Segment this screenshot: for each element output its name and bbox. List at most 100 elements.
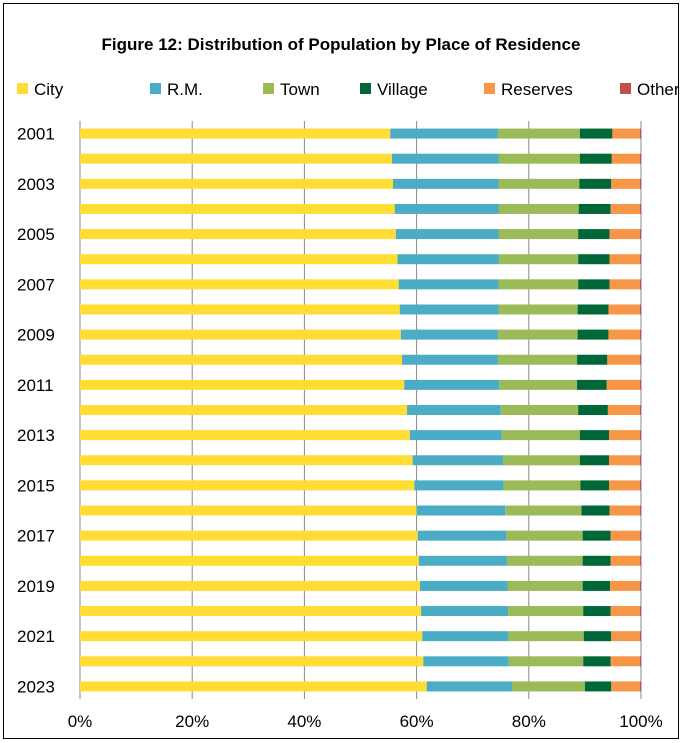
bar-segment [412,455,503,466]
chart-title: Figure 12: Distribution of Population by… [102,35,581,54]
bar-segment [639,580,641,591]
legend-swatch-reserves [484,83,495,94]
x-tick-label: 60% [400,712,434,731]
bar-segment [582,530,611,541]
bar-segment [639,505,641,516]
bar-segment [414,480,504,491]
legend-label-r-m-: R.M. [167,80,203,99]
bar-segment [611,153,640,164]
bar-segment [611,178,640,189]
bar-segment [639,656,641,667]
y-tick-label: 2009 [17,326,55,345]
bar-segment [502,455,580,466]
y-tick-label: 2015 [17,476,55,495]
bar-segment [498,153,580,164]
bar-segment [610,555,640,566]
legend-label-reserves: Reserves [501,80,573,99]
bar-segment [607,354,640,365]
bar-segment [581,505,610,516]
bar-segment [579,178,612,189]
bar-segment [579,455,610,466]
bar-segment [639,178,641,189]
bar-segment [578,279,610,290]
bar-segment [80,153,392,164]
bar-segment [609,254,640,265]
bar-segment [639,304,641,315]
bar-segment [80,430,410,441]
bar-segment [609,455,640,466]
y-tick-label: 2021 [17,627,55,646]
bar-segment [639,329,641,340]
bar-segment [584,681,612,692]
y-axis-labels: 2001 2003 2005 2007 2009 2011 2013 2015 2017 2019… [17,125,55,697]
bar-segment [639,203,641,214]
bar-segment [578,203,611,214]
bar-segment [394,203,499,214]
bar-segment [506,555,583,566]
x-tick-label: 100% [619,712,662,731]
bar-segment [80,580,420,591]
bar-segment [421,606,509,617]
bar-segment [577,354,608,365]
y-tick-label: 2003 [17,175,55,194]
bar-segment [583,606,611,617]
bar-segment [418,555,507,566]
bar-segment [609,505,640,516]
bar-segment [639,279,641,290]
bar-segment [497,128,580,139]
bar-segment [497,354,578,365]
x-tick-label: 40% [287,712,321,731]
stacked-bar-chart: Figure 12: Distribution of Population by… [17,35,678,731]
bar-segment [409,430,502,441]
bar-segment [407,405,501,415]
legend-label-other: Other [637,80,678,99]
bar-segment [390,128,498,139]
bar-segment [499,254,579,265]
bar-segment [80,203,395,214]
bar-segment [423,656,509,667]
bar-segment [501,430,580,441]
legend-swatch-village [360,83,371,94]
bar-segment [607,405,640,415]
x-tick-label: 20% [175,712,209,731]
bar-segment [80,530,418,541]
bar-segment [609,430,640,441]
bar-segment [80,555,419,566]
bar-segment [639,555,641,566]
y-tick-label: 2001 [17,125,55,144]
bar-segment [498,279,579,290]
bar-segment [611,631,640,642]
bar-segment [579,430,610,441]
bar-segment [578,254,610,265]
bar-segment [610,530,640,541]
bar-segment [639,530,641,541]
bar-segment [511,681,585,692]
bar-segment [393,178,499,189]
bar-segment [505,505,582,516]
legend-swatch-city [17,83,28,94]
bar-segment [80,279,399,290]
bar-segment [639,254,641,265]
bar-segment [639,455,641,466]
bar-segment [639,681,641,692]
bar-segment [611,681,640,692]
bar-segment [80,304,400,315]
y-tick-label: 2005 [17,225,55,244]
legend-label-village: Village [377,80,428,99]
bar-segment [609,480,640,491]
bar-segment [80,329,401,340]
bar-segment [417,530,507,541]
bar-segment [579,128,613,139]
y-tick-label: 2023 [17,677,55,696]
bar-segment [508,656,584,667]
bar-segment [419,580,508,591]
legend-swatch-other [620,83,631,94]
bar-segment [503,480,581,491]
bar-segment [583,631,612,642]
bar-segment [583,656,611,667]
bar-segment [639,480,641,491]
chart-frame: Figure 12: Distribution of Population by… [3,3,679,739]
bar-segment [399,304,499,315]
bar-segment [80,606,422,617]
bar-segment [416,505,506,516]
